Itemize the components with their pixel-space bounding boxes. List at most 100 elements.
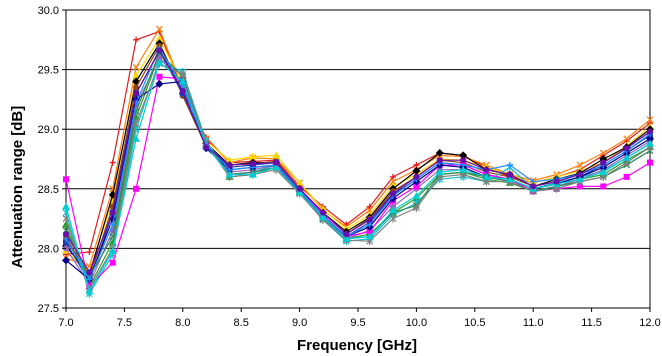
data-point xyxy=(389,206,398,214)
series-5 xyxy=(63,42,653,282)
x-tick-label: 7.0 xyxy=(58,317,73,329)
data-point xyxy=(599,149,607,157)
data-point xyxy=(86,276,93,283)
data-point xyxy=(530,183,537,190)
data-point xyxy=(155,34,164,42)
data-point xyxy=(155,25,163,33)
series-line xyxy=(65,50,651,284)
x-tick-label: 11.5 xyxy=(581,317,602,329)
data-point xyxy=(436,157,443,164)
data-point xyxy=(249,160,256,167)
series-16 xyxy=(63,47,653,276)
data-point xyxy=(295,178,304,186)
data-point xyxy=(62,256,70,265)
data-point xyxy=(435,168,444,176)
series-line xyxy=(65,62,651,291)
data-point xyxy=(435,149,444,158)
data-point xyxy=(132,63,140,71)
data-point xyxy=(179,88,186,95)
data-point xyxy=(459,151,468,160)
data-point xyxy=(413,173,420,180)
data-point xyxy=(62,202,70,210)
data-point xyxy=(412,166,421,175)
series-14 xyxy=(63,45,653,283)
data-point xyxy=(366,216,373,223)
data-point xyxy=(576,183,583,190)
series-line xyxy=(65,27,651,268)
series-line xyxy=(65,49,651,274)
data-point xyxy=(576,161,584,169)
y-tick-label: 30.0 xyxy=(38,5,59,17)
data-point xyxy=(273,159,280,166)
x-tick-label: 9.5 xyxy=(350,317,365,329)
data-point xyxy=(132,119,140,128)
data-point xyxy=(600,159,607,166)
x-tick-label: 7.5 xyxy=(117,317,132,329)
x-tick-label: 12.0 xyxy=(639,317,660,329)
data-point xyxy=(342,234,351,242)
data-point xyxy=(343,231,350,238)
data-point xyxy=(109,259,116,266)
data-point xyxy=(179,70,187,79)
data-point xyxy=(600,183,607,190)
x-tick-label: 9.0 xyxy=(292,317,307,329)
data-point xyxy=(86,248,93,255)
data-point xyxy=(390,173,397,180)
data-point xyxy=(576,171,583,178)
data-point xyxy=(599,168,608,176)
series-line xyxy=(65,46,651,281)
data-point xyxy=(155,79,164,88)
x-tick-label: 10.0 xyxy=(406,317,427,329)
data-point xyxy=(109,209,116,216)
data-point xyxy=(506,171,513,178)
series-line xyxy=(65,54,651,288)
data-point xyxy=(156,73,163,80)
x-tick-label: 11.0 xyxy=(523,317,544,329)
data-point xyxy=(108,246,117,254)
data-point xyxy=(389,178,397,186)
data-point xyxy=(319,209,326,216)
data-point xyxy=(318,213,327,221)
y-tick-label: 28.5 xyxy=(38,184,59,196)
data-point xyxy=(226,161,233,168)
series-1 xyxy=(63,28,653,258)
data-point xyxy=(646,134,654,143)
data-point xyxy=(133,185,140,192)
series-2 xyxy=(62,25,654,270)
x-axis-ticks: 7.0 7.5 8.0 8.5 9.0 9.5 10.0 10.5 11.0 11.5 12.0 xyxy=(58,308,661,329)
data-point xyxy=(109,159,116,166)
y-axis-ticks: 27.5 28.0 28.5 29.0 29.5 30.0 xyxy=(38,5,66,315)
data-point xyxy=(225,170,234,178)
y-tick-label: 27.5 xyxy=(38,303,59,315)
data-point xyxy=(248,170,257,178)
data-point xyxy=(295,188,304,196)
series-line xyxy=(65,30,651,255)
x-tick-label: 8.0 xyxy=(175,317,190,329)
data-point xyxy=(506,161,513,168)
data-point xyxy=(132,71,141,79)
series-line xyxy=(65,37,651,274)
data-point xyxy=(133,36,140,43)
series-line xyxy=(65,51,651,279)
series-3 xyxy=(62,34,654,276)
data-point xyxy=(155,58,164,66)
y-tick-label: 29.0 xyxy=(38,124,59,136)
data-point xyxy=(132,134,141,142)
data-point xyxy=(156,47,163,54)
data-point xyxy=(366,203,373,210)
x-tick-label: 10.5 xyxy=(464,317,485,329)
series-layer xyxy=(62,25,654,298)
x-axis-title: Frequency [GHz] xyxy=(297,337,417,354)
data-point xyxy=(412,203,420,212)
series-15 xyxy=(62,58,654,295)
data-point xyxy=(412,191,421,199)
data-point xyxy=(203,144,210,151)
x-tick-label: 8.5 xyxy=(234,317,249,329)
data-point xyxy=(389,214,397,223)
data-point xyxy=(459,165,468,173)
y-axis-title: Attenuation range [dB] xyxy=(9,106,26,269)
data-point xyxy=(646,139,654,147)
data-point xyxy=(272,163,281,171)
